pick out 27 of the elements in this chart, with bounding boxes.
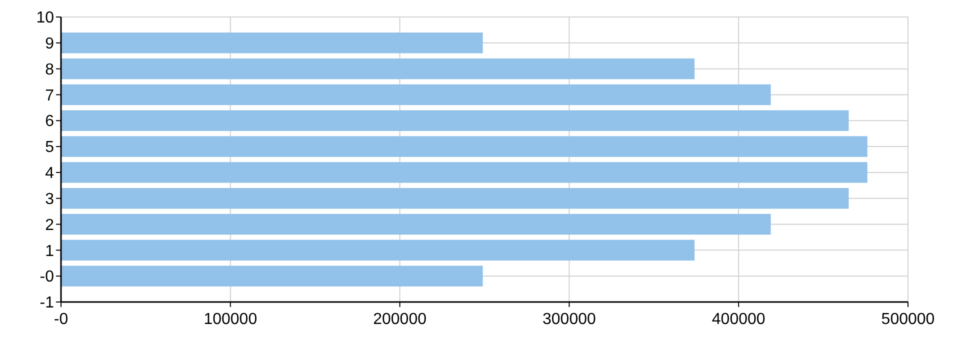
x-tick-label: 200000: [373, 311, 427, 328]
bar: [61, 84, 771, 106]
y-tick-label: 6: [45, 113, 54, 130]
x-tick-label: 500000: [881, 311, 935, 328]
bar: [61, 240, 695, 261]
y-tick-label: 8: [45, 61, 54, 78]
y-tick-label: 9: [45, 36, 54, 53]
y-tick-label: 7: [45, 87, 54, 104]
y-tick-label: 3: [45, 190, 54, 208]
y-tick-label: -1: [40, 294, 54, 312]
y-tick-label: -0: [40, 268, 54, 286]
bar: [61, 32, 483, 54]
y-tick-label: 4: [45, 165, 54, 182]
x-tick-label: 300000: [542, 311, 596, 328]
bar: [61, 136, 868, 157]
y-tick-label: 10: [36, 10, 54, 27]
y-tick-label: 1: [45, 242, 54, 260]
bar: [61, 188, 849, 209]
y-tick-label: 5: [45, 139, 54, 156]
x-tick-label: 100000: [204, 311, 258, 328]
bar: [61, 58, 695, 80]
bar: [61, 266, 483, 286]
bar: [61, 162, 868, 183]
bar: [61, 214, 771, 235]
y-tick-label: 2: [45, 216, 54, 234]
bar: [61, 110, 849, 131]
x-tick-label: 400000: [712, 311, 766, 328]
